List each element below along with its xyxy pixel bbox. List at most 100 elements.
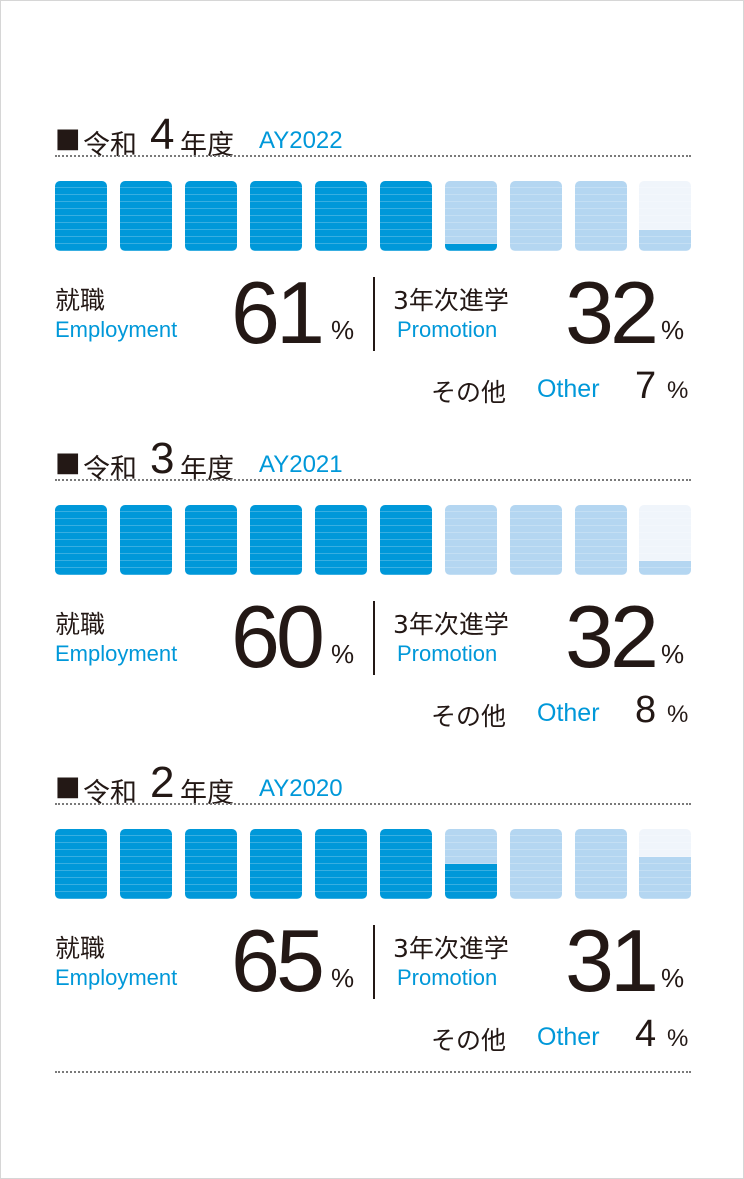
promotion-label-en: Promotion: [397, 317, 498, 342]
promotion-unit: %: [661, 315, 685, 345]
other-value: 4: [635, 1013, 657, 1055]
bar-segment: [55, 829, 107, 899]
bar-segment: [575, 829, 627, 899]
employment-unit: %: [331, 315, 355, 345]
bar-segment: [380, 829, 432, 899]
segment-texture: [639, 829, 691, 899]
promotion-value: 31: [565, 911, 659, 1010]
segment-bar: [55, 505, 691, 575]
year-section: ■ 令和 4 年度 AY2022 就職 Employment 61 % 3年次進…: [55, 110, 691, 407]
employment-label-jp: 就職: [55, 610, 106, 639]
promotion-label-en: Promotion: [397, 641, 498, 666]
segment-texture: [380, 829, 432, 899]
heading-marker: ■: [55, 123, 81, 154]
promotion-fill: [639, 230, 691, 251]
bar-segment: [510, 181, 562, 251]
segment-texture: [185, 181, 237, 251]
bar-segment: [185, 505, 237, 575]
promotion-unit: %: [661, 963, 685, 993]
segment-texture: [250, 505, 302, 575]
bar-segment: [250, 829, 302, 899]
section-heading: ■ 令和 3 年度 AY2021: [55, 434, 691, 485]
segment-texture: [185, 505, 237, 575]
heading-marker: ■: [55, 447, 81, 478]
employment-label-jp: 就職: [55, 286, 106, 315]
bar-segment: [315, 181, 367, 251]
year-section: ■ 令和 2 年度 AY2020 就職 Employment 65 % 3年次進…: [55, 758, 691, 1055]
bar-segment: [315, 505, 367, 575]
segment-texture: [315, 829, 367, 899]
segment-texture: [510, 181, 562, 251]
bar-segment: [250, 505, 302, 575]
promotion-label-jp: 3年次進学: [393, 286, 509, 315]
promotion-label-jp: 3年次進学: [393, 934, 509, 963]
employment-label-en: Employment: [55, 965, 178, 990]
segment-texture: [445, 181, 497, 251]
other-unit: %: [667, 701, 689, 728]
segment-texture: [315, 181, 367, 251]
era-year: 4: [150, 110, 175, 159]
bar-segment: [120, 181, 172, 251]
segment-texture: [575, 505, 627, 575]
employment-label-en: Employment: [55, 317, 178, 342]
bar-segment: [380, 181, 432, 251]
value-separator: [373, 277, 375, 351]
academic-year-label: AY2021: [259, 451, 343, 478]
bar-segment: [575, 181, 627, 251]
employment-label-en: Employment: [55, 641, 178, 666]
employment-fill: [445, 864, 497, 899]
other-label-jp: その他: [431, 378, 507, 407]
segment-texture: [120, 181, 172, 251]
other-value: 7: [635, 365, 657, 407]
promotion-label-en: Promotion: [397, 965, 498, 990]
segment-texture: [380, 505, 432, 575]
academic-year-label: AY2022: [259, 127, 343, 154]
promotion-unit: %: [661, 639, 685, 669]
employment-fill: [445, 244, 497, 251]
segment-texture: [639, 505, 691, 575]
section-heading: ■ 令和 2 年度 AY2020: [55, 758, 691, 809]
promotion-fill: [639, 857, 691, 899]
bar-segment: [120, 505, 172, 575]
heading-marker: ■: [55, 771, 81, 802]
segment-texture: [55, 181, 107, 251]
segment-texture: [445, 829, 497, 899]
other-label-jp: その他: [431, 702, 507, 731]
segment-texture: [120, 829, 172, 899]
bar-segment: [575, 505, 627, 575]
promotion-fill: [445, 829, 497, 864]
segment-texture: [120, 505, 172, 575]
bar-segment: [445, 829, 497, 899]
dotted-divider: [55, 479, 691, 481]
other-value: 8: [635, 689, 657, 731]
bar-segment: [445, 505, 497, 575]
other-label-en: Other: [537, 375, 600, 403]
dotted-divider: [55, 803, 691, 805]
employment-label-jp: 就職: [55, 934, 106, 963]
other-unit: %: [667, 1025, 689, 1052]
other-label-jp: その他: [431, 1026, 507, 1055]
section-heading: ■ 令和 4 年度 AY2022: [55, 110, 691, 161]
employment-unit: %: [331, 963, 355, 993]
segment-texture: [575, 829, 627, 899]
dotted-divider: [55, 1071, 691, 1073]
segment-texture: [250, 829, 302, 899]
bar-segment: [55, 181, 107, 251]
segment-texture: [510, 829, 562, 899]
segment-bar: [55, 181, 691, 251]
other-label-en: Other: [537, 1023, 600, 1051]
value-separator: [373, 925, 375, 999]
bar-segment: [445, 181, 497, 251]
bar-segment: [250, 181, 302, 251]
segment-texture: [445, 505, 497, 575]
bar-segment: [639, 829, 691, 899]
segment-texture: [55, 829, 107, 899]
segment-texture: [380, 181, 432, 251]
segment-texture: [315, 505, 367, 575]
value-separator: [373, 601, 375, 675]
dotted-divider: [55, 155, 691, 157]
promotion-fill: [639, 561, 691, 575]
segment-texture: [575, 181, 627, 251]
era-year: 2: [150, 758, 175, 807]
